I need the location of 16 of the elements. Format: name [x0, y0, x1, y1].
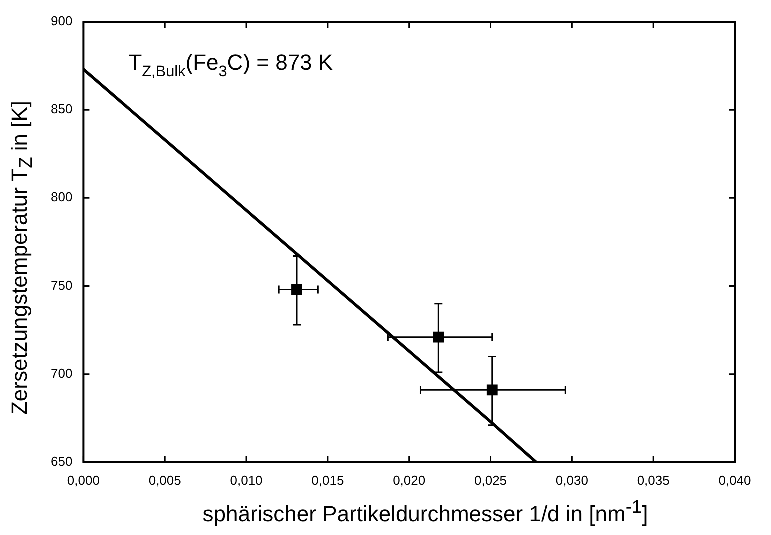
- x-tick-label: 0,020: [393, 472, 426, 488]
- y-tick-label: 750: [50, 278, 73, 293]
- x-tick-label: 0,040: [718, 472, 752, 488]
- y-tick-label: 850: [50, 102, 73, 117]
- x-tick-label: 0,025: [474, 472, 508, 488]
- x-tick-label: 0,005: [148, 472, 182, 488]
- x-tick-label: 0,000: [67, 472, 100, 488]
- y-tick-label: 900: [50, 14, 73, 29]
- x-tick-label: 0,010: [230, 472, 263, 488]
- x-tick-label: 0,015: [312, 472, 344, 488]
- x-axis-title: sphärischer Partikeldurchmesser 1/d in [nm$^{-1}$]: [202, 496, 650, 527]
- y-tick-label: 700: [50, 366, 73, 381]
- y-tick-label: 650: [50, 454, 73, 469]
- x-tick-label: 0,030: [556, 472, 588, 488]
- y-tick-label: 800: [50, 190, 73, 205]
- x-tick-label: 0,035: [637, 472, 670, 488]
